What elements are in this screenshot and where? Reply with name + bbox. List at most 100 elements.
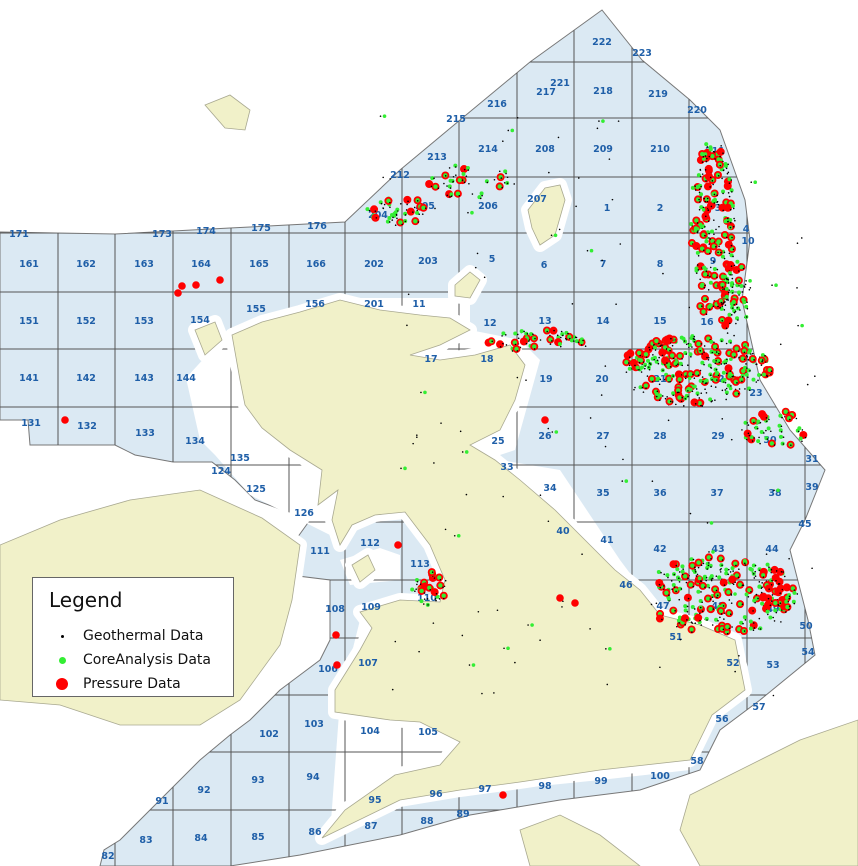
geothermal-point — [709, 252, 711, 255]
geothermal-point — [669, 349, 671, 352]
geothermal-point — [742, 584, 745, 587]
coreanalysis-point — [688, 352, 693, 357]
coreanalysis-point — [778, 434, 783, 439]
geothermal-point — [683, 340, 686, 342]
coreanalysis-point — [709, 377, 714, 382]
geothermal-point — [710, 557, 712, 560]
geothermal-point — [745, 363, 747, 365]
geothermal-point — [416, 200, 419, 202]
geothermal-point — [659, 378, 662, 381]
geothermal-point — [793, 602, 796, 605]
geothermal-point — [557, 136, 560, 139]
coreanalysis-point — [728, 386, 733, 391]
coreanalysis-point — [688, 371, 693, 377]
geothermal-point — [604, 445, 607, 448]
geothermal-point — [727, 299, 729, 301]
geothermal-point — [726, 217, 729, 220]
geothermal-point — [493, 692, 495, 694]
geothermal-point — [724, 304, 727, 306]
coreanalysis-point — [699, 192, 704, 197]
geothermal-point — [761, 586, 763, 589]
geothermal-point — [703, 286, 706, 289]
coreanalysis-point — [724, 294, 729, 299]
geothermal-point — [549, 334, 551, 337]
quadrant-label: 221 — [550, 78, 570, 89]
geothermal-point — [477, 610, 480, 613]
coreanalysis-point — [718, 608, 724, 614]
quadrant-label: 1 — [604, 203, 611, 214]
pressure-point — [370, 205, 379, 214]
geothermal-point — [721, 389, 724, 392]
geothermal-point — [731, 292, 734, 294]
quadrant-label: 143 — [134, 373, 154, 384]
coreanalysis-point — [643, 352, 649, 357]
geothermal-point — [664, 397, 667, 400]
geothermal-point — [722, 605, 725, 607]
geothermal-point — [644, 365, 646, 367]
geothermal-point — [735, 322, 737, 325]
geothermal-point — [481, 692, 483, 695]
land-area — [527, 184, 566, 246]
quadrant-label: 203 — [418, 256, 438, 267]
geothermal-point — [730, 221, 732, 224]
pressure-point — [61, 416, 69, 424]
coreanalysis-point — [737, 601, 743, 607]
geothermal-point — [727, 192, 730, 194]
geothermal-point — [748, 389, 751, 391]
geothermal-point — [399, 202, 402, 205]
coreanalysis-point — [657, 393, 662, 398]
geothermal-point — [779, 343, 782, 346]
geothermal-point — [493, 178, 496, 181]
geothermal-point — [712, 608, 715, 610]
geothermal-point — [707, 209, 710, 211]
quadrant-label: 16 — [700, 317, 714, 328]
geothermal-point — [708, 356, 710, 359]
land-area — [454, 271, 481, 299]
coreanalysis-point — [704, 378, 709, 383]
quadrant-label: 95 — [368, 795, 381, 806]
geothermal-point — [539, 639, 541, 642]
geothermal-point — [744, 283, 747, 286]
geothermal-point — [720, 613, 723, 615]
geothermal-point — [771, 579, 773, 582]
geothermal-point — [654, 349, 657, 351]
geothermal-point — [692, 585, 695, 588]
coreanalysis-point — [702, 296, 708, 302]
geothermal-point — [642, 391, 645, 393]
coreanalysis-point — [733, 561, 738, 566]
geothermal-point — [479, 197, 482, 200]
coreanalysis-point — [710, 153, 715, 159]
quadrant-label: 10 — [741, 236, 755, 247]
coreanalysis-point — [710, 229, 715, 234]
pressure-point — [655, 578, 664, 587]
quadrant-label: 93 — [251, 775, 264, 786]
pressure-point — [629, 359, 638, 368]
coreanalysis-point — [712, 344, 718, 349]
geothermal-point — [721, 564, 723, 567]
geothermal-point — [708, 586, 711, 589]
geothermal-point — [693, 377, 696, 379]
geothermal-point — [697, 374, 700, 376]
geothermal-point — [560, 336, 562, 339]
geothermal-point — [507, 129, 510, 132]
geothermal-point — [582, 339, 584, 342]
geothermal-point — [432, 622, 435, 624]
quadrant-label: 54 — [801, 647, 815, 658]
geothermal-point — [726, 632, 729, 635]
coreanalysis-point — [704, 142, 709, 147]
geothermal-point — [516, 116, 519, 119]
geothermal-point — [773, 620, 776, 622]
geothermal-point — [687, 395, 689, 398]
coreanalysis-point — [740, 368, 746, 374]
geothermal-point — [722, 302, 725, 304]
geothermal-point — [710, 205, 713, 208]
geothermal-point — [682, 405, 685, 407]
coreanalysis-point — [707, 363, 712, 368]
coreanalysis-point — [704, 239, 709, 244]
coreanalysis-point — [719, 338, 724, 343]
geothermal-point — [598, 120, 600, 122]
quadrant-label: 163 — [134, 259, 154, 270]
pressure-point — [623, 351, 632, 360]
coreanalysis-point — [652, 345, 657, 350]
geothermal-point — [678, 598, 681, 601]
